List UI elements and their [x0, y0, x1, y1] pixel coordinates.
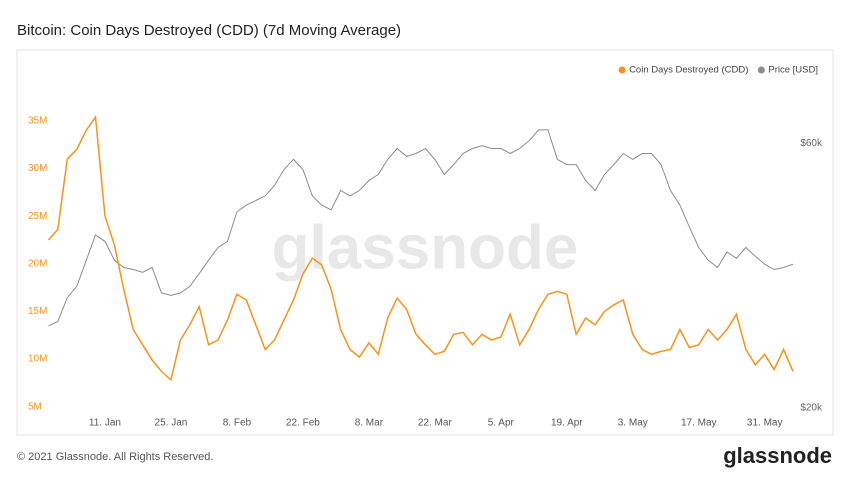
y2-tick-label: $60k: [800, 138, 823, 149]
y-tick-label: 5M: [28, 401, 42, 412]
x-tick-label: 11. Jan: [89, 418, 121, 429]
x-tick-label: 8. Feb: [223, 418, 252, 429]
x-tick-label: 25. Jan: [155, 418, 188, 429]
x-tick-label: 22. Mar: [418, 418, 453, 429]
x-tick-label: 17. May: [681, 418, 717, 429]
brand-logo: glassnode: [723, 443, 832, 468]
x-tick-label: 8. Mar: [355, 418, 384, 429]
x-tick-label: 22. Feb: [286, 418, 320, 429]
legend-swatch: [757, 66, 765, 74]
chart-frame: [16, 49, 834, 436]
chart-title: Bitcoin: Coin Days Destroyed (CDD) (7d M…: [17, 22, 401, 39]
x-tick-label: 3. May: [618, 418, 648, 429]
y-tick-label: 25M: [28, 211, 47, 222]
y-tick-label: 10M: [28, 354, 47, 365]
watermark: glassnode: [272, 213, 579, 282]
series-line: [48, 129, 794, 327]
legend-label: Coin Days Destroyed (CDD): [629, 65, 748, 76]
footer: © 2021 Glassnode. All Rights Reserved.: [17, 451, 213, 463]
x-tick-label: 31. May: [747, 418, 783, 429]
y-tick-label: 35M: [28, 116, 47, 127]
y-tick-label: 15M: [28, 306, 47, 317]
x-tick-label: 19. Apr: [551, 418, 583, 429]
y-tick-label: 20M: [28, 258, 47, 269]
y-tick-label: 30M: [28, 163, 47, 174]
legend-label: Price [USD]: [768, 65, 818, 76]
x-tick-label: 5. Apr: [488, 418, 515, 429]
legend-swatch: [618, 66, 626, 74]
y2-tick-label: $20k: [800, 402, 823, 413]
series-line: [47, 115, 794, 382]
